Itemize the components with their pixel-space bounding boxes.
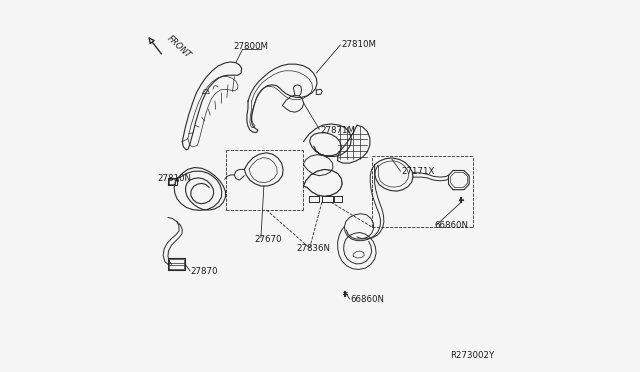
Text: 27870: 27870 [190,267,218,276]
Text: 27670: 27670 [254,235,282,244]
Text: 66860N: 66860N [435,221,468,230]
Text: 27800M: 27800M [233,42,268,51]
Text: R273002Y: R273002Y [450,350,494,360]
Text: 27836N: 27836N [296,244,330,253]
Text: 27810M: 27810M [341,41,376,49]
Text: 27171X: 27171X [401,167,435,176]
Text: 27810N: 27810N [157,174,191,183]
Text: 27871M: 27871M [320,126,355,135]
Text: FRONT: FRONT [166,34,193,61]
Text: 66860N: 66860N [350,295,384,304]
